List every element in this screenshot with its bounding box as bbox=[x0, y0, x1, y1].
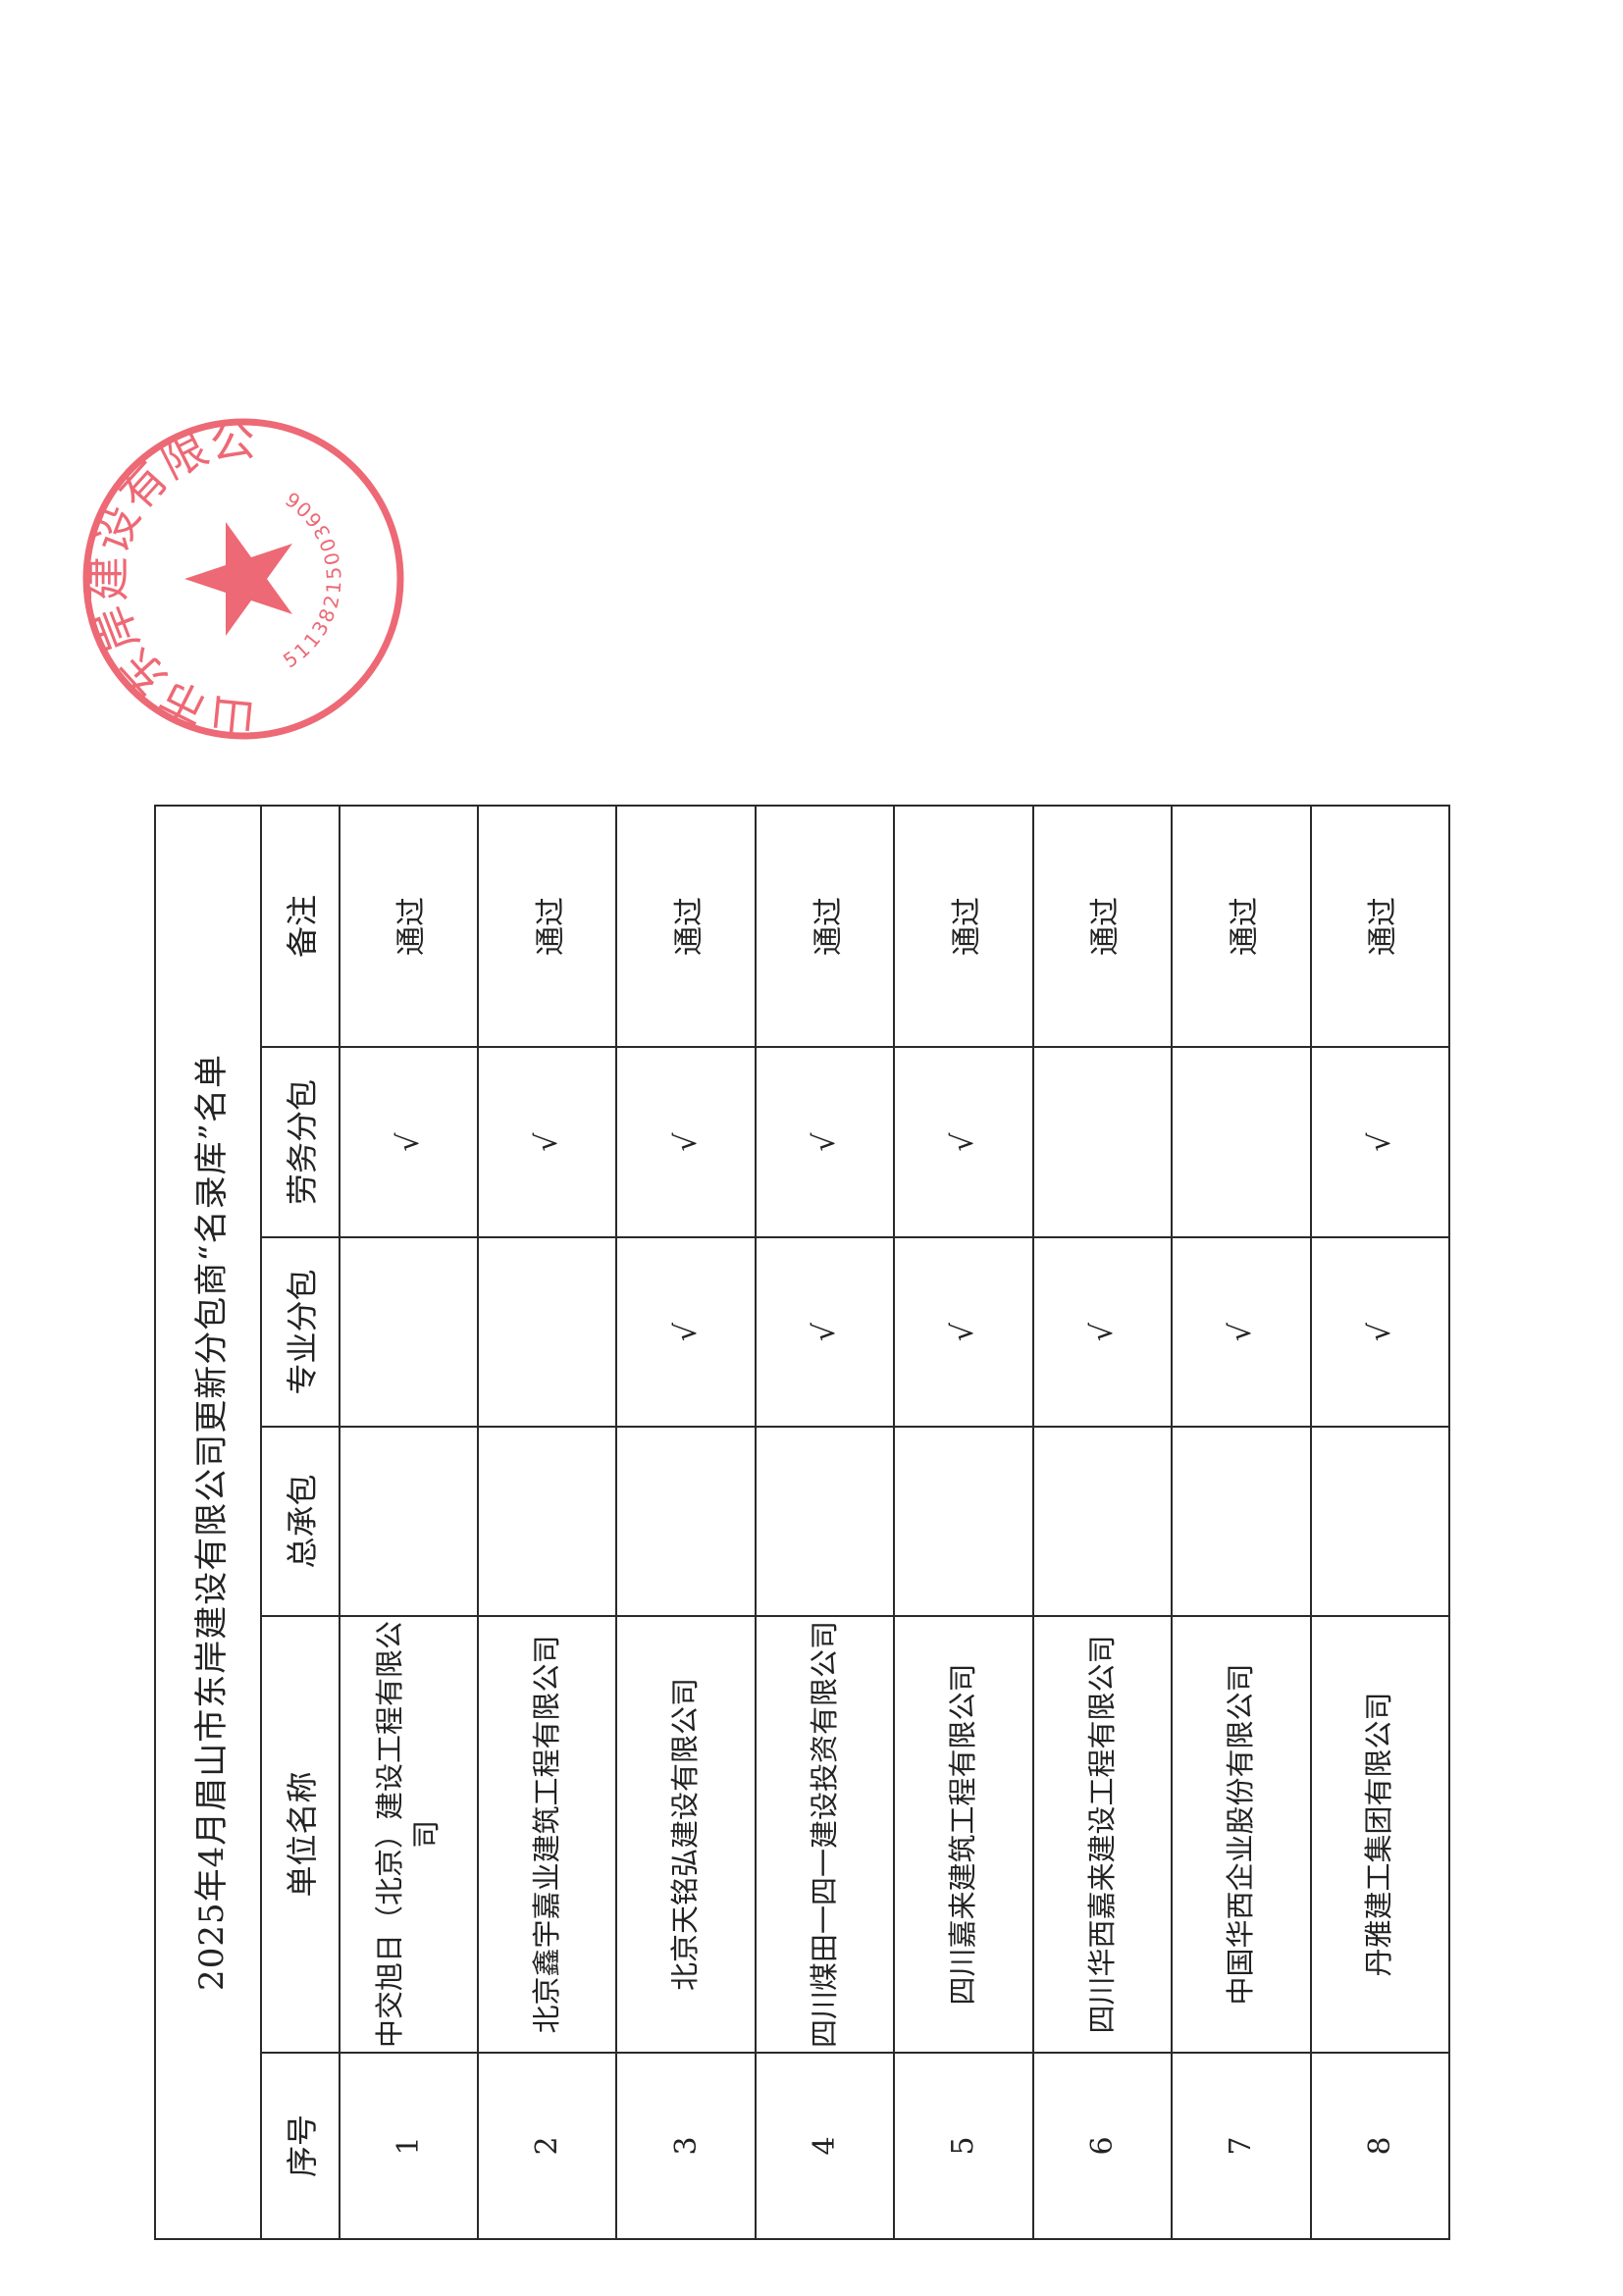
remark-status: 通过 bbox=[1172, 805, 1311, 1047]
remark-status: 通过 bbox=[755, 805, 895, 1047]
specialty-subcontract-check: √ bbox=[755, 1237, 895, 1427]
row-number: 4 bbox=[755, 2053, 895, 2239]
remark-status: 通过 bbox=[616, 805, 756, 1047]
specialty-subcontract-check: √ bbox=[894, 1237, 1033, 1427]
specialty-subcontract-check: √ bbox=[1172, 1237, 1311, 1427]
general-contract-check bbox=[1310, 1427, 1449, 1616]
row-number: 6 bbox=[1032, 2053, 1173, 2239]
company-name: 北京鑫宇嘉业建筑工程有限公司 bbox=[477, 1616, 617, 2053]
general-contract-check bbox=[477, 1427, 617, 1616]
table-row: 6 四川华西嘉来建设工程有限公司 √ 通过 bbox=[1032, 805, 1173, 2239]
row-number: 5 bbox=[894, 2053, 1033, 2239]
table-row: 7 中国华西企业股份有限公司 √ 通过 bbox=[1172, 805, 1311, 2239]
company-name: 四川嘉来建筑工程有限公司 bbox=[894, 1616, 1033, 2053]
specialty-subcontract-check bbox=[477, 1237, 617, 1427]
row-number: 2 bbox=[477, 2053, 617, 2239]
company-name: 北京天铭弘建设有限公司 bbox=[616, 1616, 756, 2053]
row-number: 1 bbox=[339, 2053, 478, 2239]
header-general: 总承包 bbox=[261, 1427, 340, 1616]
labor-subcontract-check bbox=[1032, 1047, 1173, 1237]
header-name: 单位名称 bbox=[261, 1616, 340, 2053]
row-number: 8 bbox=[1310, 2053, 1449, 2239]
header-specialty: 专业分包 bbox=[261, 1237, 340, 1427]
labor-subcontract-check: √ bbox=[894, 1047, 1033, 1237]
specialty-subcontract-check: √ bbox=[1310, 1237, 1449, 1427]
seal-text: 眉山市东岸建设有限公司 bbox=[77, 413, 258, 746]
subcontractor-table: 2025年4月眉山市东岸建设有限公司更新分包商“名录库”名单 序号 单位名称 总… bbox=[154, 805, 1450, 2240]
specialty-subcontract-check bbox=[339, 1237, 478, 1427]
general-contract-check bbox=[1172, 1427, 1311, 1616]
labor-subcontract-check: √ bbox=[477, 1047, 617, 1237]
table-row: 1 中交旭日（北京）建设工程有限公司 √ 通过 bbox=[339, 805, 478, 2239]
specialty-subcontract-check: √ bbox=[616, 1237, 756, 1427]
general-contract-check bbox=[755, 1427, 895, 1616]
labor-subcontract-check: √ bbox=[755, 1047, 895, 1237]
table-row: 5 四川嘉来建筑工程有限公司 √ √ 通过 bbox=[894, 805, 1033, 2239]
remark-status: 通过 bbox=[1310, 805, 1449, 1047]
remark-status: 通过 bbox=[477, 805, 617, 1047]
labor-subcontract-check: √ bbox=[616, 1047, 756, 1237]
remark-status: 通过 bbox=[894, 805, 1033, 1047]
header-row: 序号 单位名称 总承包 专业分包 劳务分包 备注 bbox=[261, 805, 340, 2239]
header-remark: 备注 bbox=[261, 805, 340, 1047]
header-labor: 劳务分包 bbox=[261, 1047, 340, 1237]
company-name: 四川煤田一四一建设投资有限公司 bbox=[755, 1616, 895, 2053]
table-row: 8 丹雅建工集团有限公司 √ √ 通过 bbox=[1310, 805, 1449, 2239]
row-number: 7 bbox=[1172, 2053, 1311, 2239]
header-no: 序号 bbox=[261, 2053, 340, 2239]
company-seal: 眉山市东岸建设有限公司 51138215003606 bbox=[77, 413, 404, 746]
general-contract-check bbox=[616, 1427, 756, 1616]
company-name: 四川华西嘉来建设工程有限公司 bbox=[1032, 1616, 1173, 2053]
table-row: 3 北京天铭弘建设有限公司 √ √ 通过 bbox=[616, 805, 756, 2239]
general-contract-check bbox=[339, 1427, 478, 1616]
company-name: 丹雅建工集团有限公司 bbox=[1310, 1616, 1449, 2053]
company-name: 中交旭日（北京）建设工程有限公司 bbox=[339, 1616, 478, 2053]
labor-subcontract-check: √ bbox=[339, 1047, 478, 1237]
remark-status: 通过 bbox=[339, 805, 478, 1047]
document-table-rotated: 2025年4月眉山市东岸建设有限公司更新分包商“名录库”名单 序号 单位名称 总… bbox=[154, 805, 1450, 2240]
company-name: 中国华西企业股份有限公司 bbox=[1172, 1616, 1311, 2053]
table-row: 2 北京鑫宇嘉业建筑工程有限公司 √ 通过 bbox=[477, 805, 617, 2239]
table-row: 4 四川煤田一四一建设投资有限公司 √ √ 通过 bbox=[755, 805, 895, 2239]
labor-subcontract-check bbox=[1172, 1047, 1311, 1237]
specialty-subcontract-check: √ bbox=[1032, 1237, 1173, 1427]
document-title: 2025年4月眉山市东岸建设有限公司更新分包商“名录库”名单 bbox=[155, 805, 262, 2239]
remark-status: 通过 bbox=[1032, 805, 1173, 1047]
row-number: 3 bbox=[616, 2053, 756, 2239]
seal-number: 51138215003606 bbox=[279, 486, 346, 673]
general-contract-check bbox=[894, 1427, 1033, 1616]
labor-subcontract-check: √ bbox=[1310, 1047, 1449, 1237]
general-contract-check bbox=[1032, 1427, 1173, 1616]
